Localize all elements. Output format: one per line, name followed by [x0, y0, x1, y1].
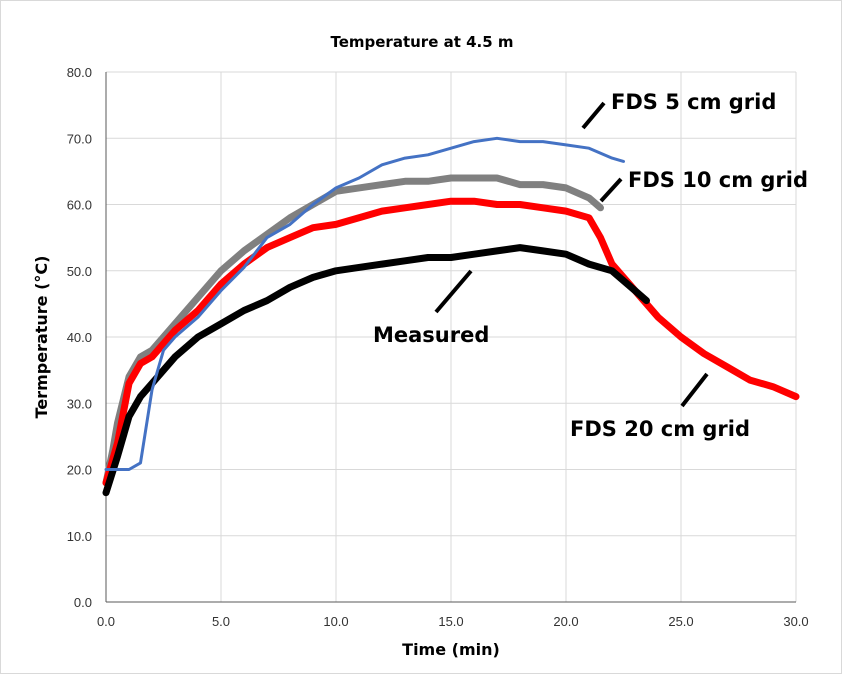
y-tick-label: 0.0	[74, 595, 92, 610]
x-tick-label: 20.0	[553, 614, 578, 629]
y-axis-label: Termperature (°C)	[32, 256, 51, 419]
annotation-leader-fds-20cm	[680, 372, 709, 408]
annotations: FDS 5 cm grid FDS 10 cm grid Measured FD…	[373, 90, 808, 441]
annotation-leader-measured	[434, 269, 473, 314]
y-tick-label: 60.0	[67, 198, 92, 213]
x-tick-label: 0.0	[97, 614, 115, 629]
series-group	[102, 136, 800, 497]
x-tick-label: 15.0	[438, 614, 463, 629]
x-tick-label: 30.0	[783, 614, 808, 629]
axes: 0.0 5.0 10.0 15.0 20.0 25.0 30.0 0.0 10.0 20.0 30.…	[67, 65, 809, 629]
chart-title: Temperature at 4.5 m	[330, 33, 513, 51]
x-tick-label: 10.0	[323, 614, 348, 629]
series-line-fds-20-cm-grid	[102, 197, 800, 487]
annotation-leader-fds-5cm	[581, 101, 606, 130]
series-line-measured	[102, 244, 650, 497]
y-tick-label: 70.0	[67, 131, 92, 146]
annotation-measured: Measured	[373, 323, 489, 347]
y-tick-label: 30.0	[67, 396, 92, 411]
series-line-fds-5-cm-grid	[104, 136, 625, 471]
x-tick-label: 25.0	[668, 614, 693, 629]
y-tick-label: 40.0	[67, 330, 92, 345]
y-tick-label: 10.0	[67, 529, 92, 544]
y-tick-label: 80.0	[67, 65, 92, 80]
annotation-fds-20cm: FDS 20 cm grid	[570, 417, 750, 441]
annotation-leader-fds-10cm	[599, 177, 623, 203]
x-axis-label: Time (min)	[402, 640, 500, 659]
x-tick-label: 5.0	[212, 614, 230, 629]
annotation-fds-10cm: FDS 10 cm grid	[628, 168, 808, 192]
y-tick-label: 50.0	[67, 264, 92, 279]
annotation-fds-5cm: FDS 5 cm grid	[611, 90, 776, 114]
y-tick-label: 20.0	[67, 463, 92, 478]
